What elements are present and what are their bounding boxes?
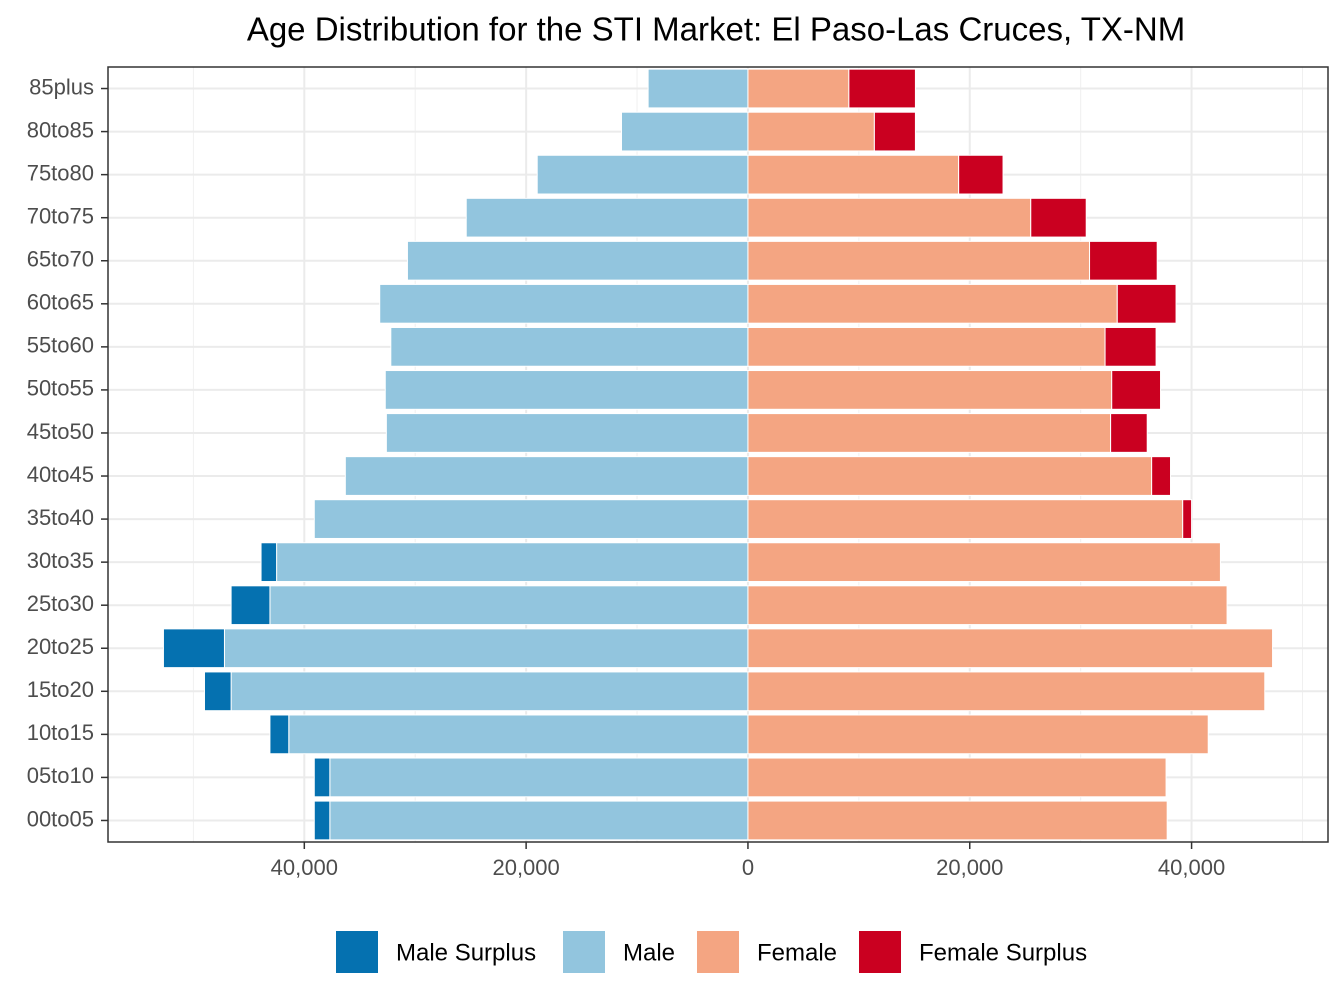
bar (288, 714, 749, 755)
bar (385, 413, 749, 453)
bar (1116, 283, 1177, 324)
bar (406, 240, 749, 281)
bar (1089, 240, 1158, 281)
bar (1182, 499, 1193, 539)
bar (230, 585, 271, 626)
bar (1151, 456, 1172, 496)
bar (390, 326, 749, 367)
y-tick-label: 00to05 (27, 806, 94, 831)
bar (747, 197, 1032, 238)
y-tick-label: 25to30 (27, 591, 94, 616)
bar (329, 757, 749, 798)
bar (747, 370, 1113, 410)
bar (536, 154, 749, 195)
x-tick-label: 20,000 (492, 855, 559, 880)
bar (747, 542, 1221, 583)
legend-swatch (563, 931, 605, 973)
bar (269, 585, 749, 626)
y-tick-label: 10to15 (27, 720, 94, 745)
legend-swatch (859, 931, 901, 973)
bar (260, 542, 278, 583)
legend-label: Male Surplus (396, 939, 536, 966)
y-tick-label: 35to40 (27, 505, 94, 530)
y-tick-label: 20to25 (27, 634, 94, 659)
x-tick-label: 20,000 (936, 855, 1003, 880)
y-tick-label: 80to85 (27, 117, 94, 142)
y-tick-label: 15to20 (27, 677, 94, 702)
bar (223, 628, 749, 669)
bar (203, 671, 232, 712)
bar (747, 714, 1209, 755)
y-tick-label: 60to65 (27, 290, 94, 315)
bar (747, 68, 850, 109)
bar (162, 628, 225, 669)
y-tick-label: 75to80 (27, 160, 94, 185)
bar (647, 68, 749, 109)
bar (379, 283, 749, 324)
bar (1110, 413, 1148, 453)
bar (344, 456, 749, 496)
x-tick-label: 0 (742, 855, 754, 880)
bar (958, 154, 1004, 195)
bar (313, 499, 749, 539)
bar (873, 111, 916, 152)
bar (747, 628, 1274, 669)
y-tick-label: 40to45 (27, 462, 94, 487)
bar (276, 542, 749, 583)
chart-title: Age Distribution for the STI Market: El … (247, 11, 1185, 48)
bar (384, 370, 749, 410)
y-tick-label: 30to35 (27, 548, 94, 573)
x-tick-label: 40,000 (1158, 855, 1225, 880)
y-tick-label: 85plus (29, 74, 94, 99)
legend-label: Female Surplus (919, 939, 1087, 966)
y-tick-label: 05to10 (27, 763, 94, 788)
bar (313, 800, 331, 841)
bar (747, 671, 1266, 712)
bar (1104, 326, 1157, 367)
bar (1111, 370, 1162, 410)
bar (747, 800, 1168, 841)
bar (747, 283, 1118, 324)
bar (621, 111, 749, 152)
bar (1030, 197, 1087, 238)
legend-label: Male (623, 939, 675, 966)
y-tick-label: 65to70 (27, 247, 94, 272)
legend-label: Female (757, 939, 837, 966)
bar (269, 714, 290, 755)
bar (465, 197, 749, 238)
plot-border (107, 66, 1329, 843)
bar (747, 456, 1153, 496)
bar (747, 111, 875, 152)
bar (747, 240, 1091, 281)
legend-swatch (336, 931, 378, 973)
y-tick-label: 70to75 (27, 204, 94, 229)
bar (747, 585, 1228, 626)
bar (747, 757, 1167, 798)
y-tick-label: 45to50 (27, 419, 94, 444)
legend-swatch (697, 931, 739, 973)
bar (747, 499, 1184, 539)
bar (747, 413, 1112, 453)
bar (329, 800, 749, 841)
bar (313, 757, 331, 798)
bar (230, 671, 749, 712)
bar (747, 154, 960, 195)
x-tick-label: 40,000 (271, 855, 338, 880)
bar (848, 68, 916, 109)
bar (747, 326, 1106, 367)
y-tick-label: 55to60 (27, 333, 94, 358)
y-tick-label: 50to55 (27, 376, 94, 401)
